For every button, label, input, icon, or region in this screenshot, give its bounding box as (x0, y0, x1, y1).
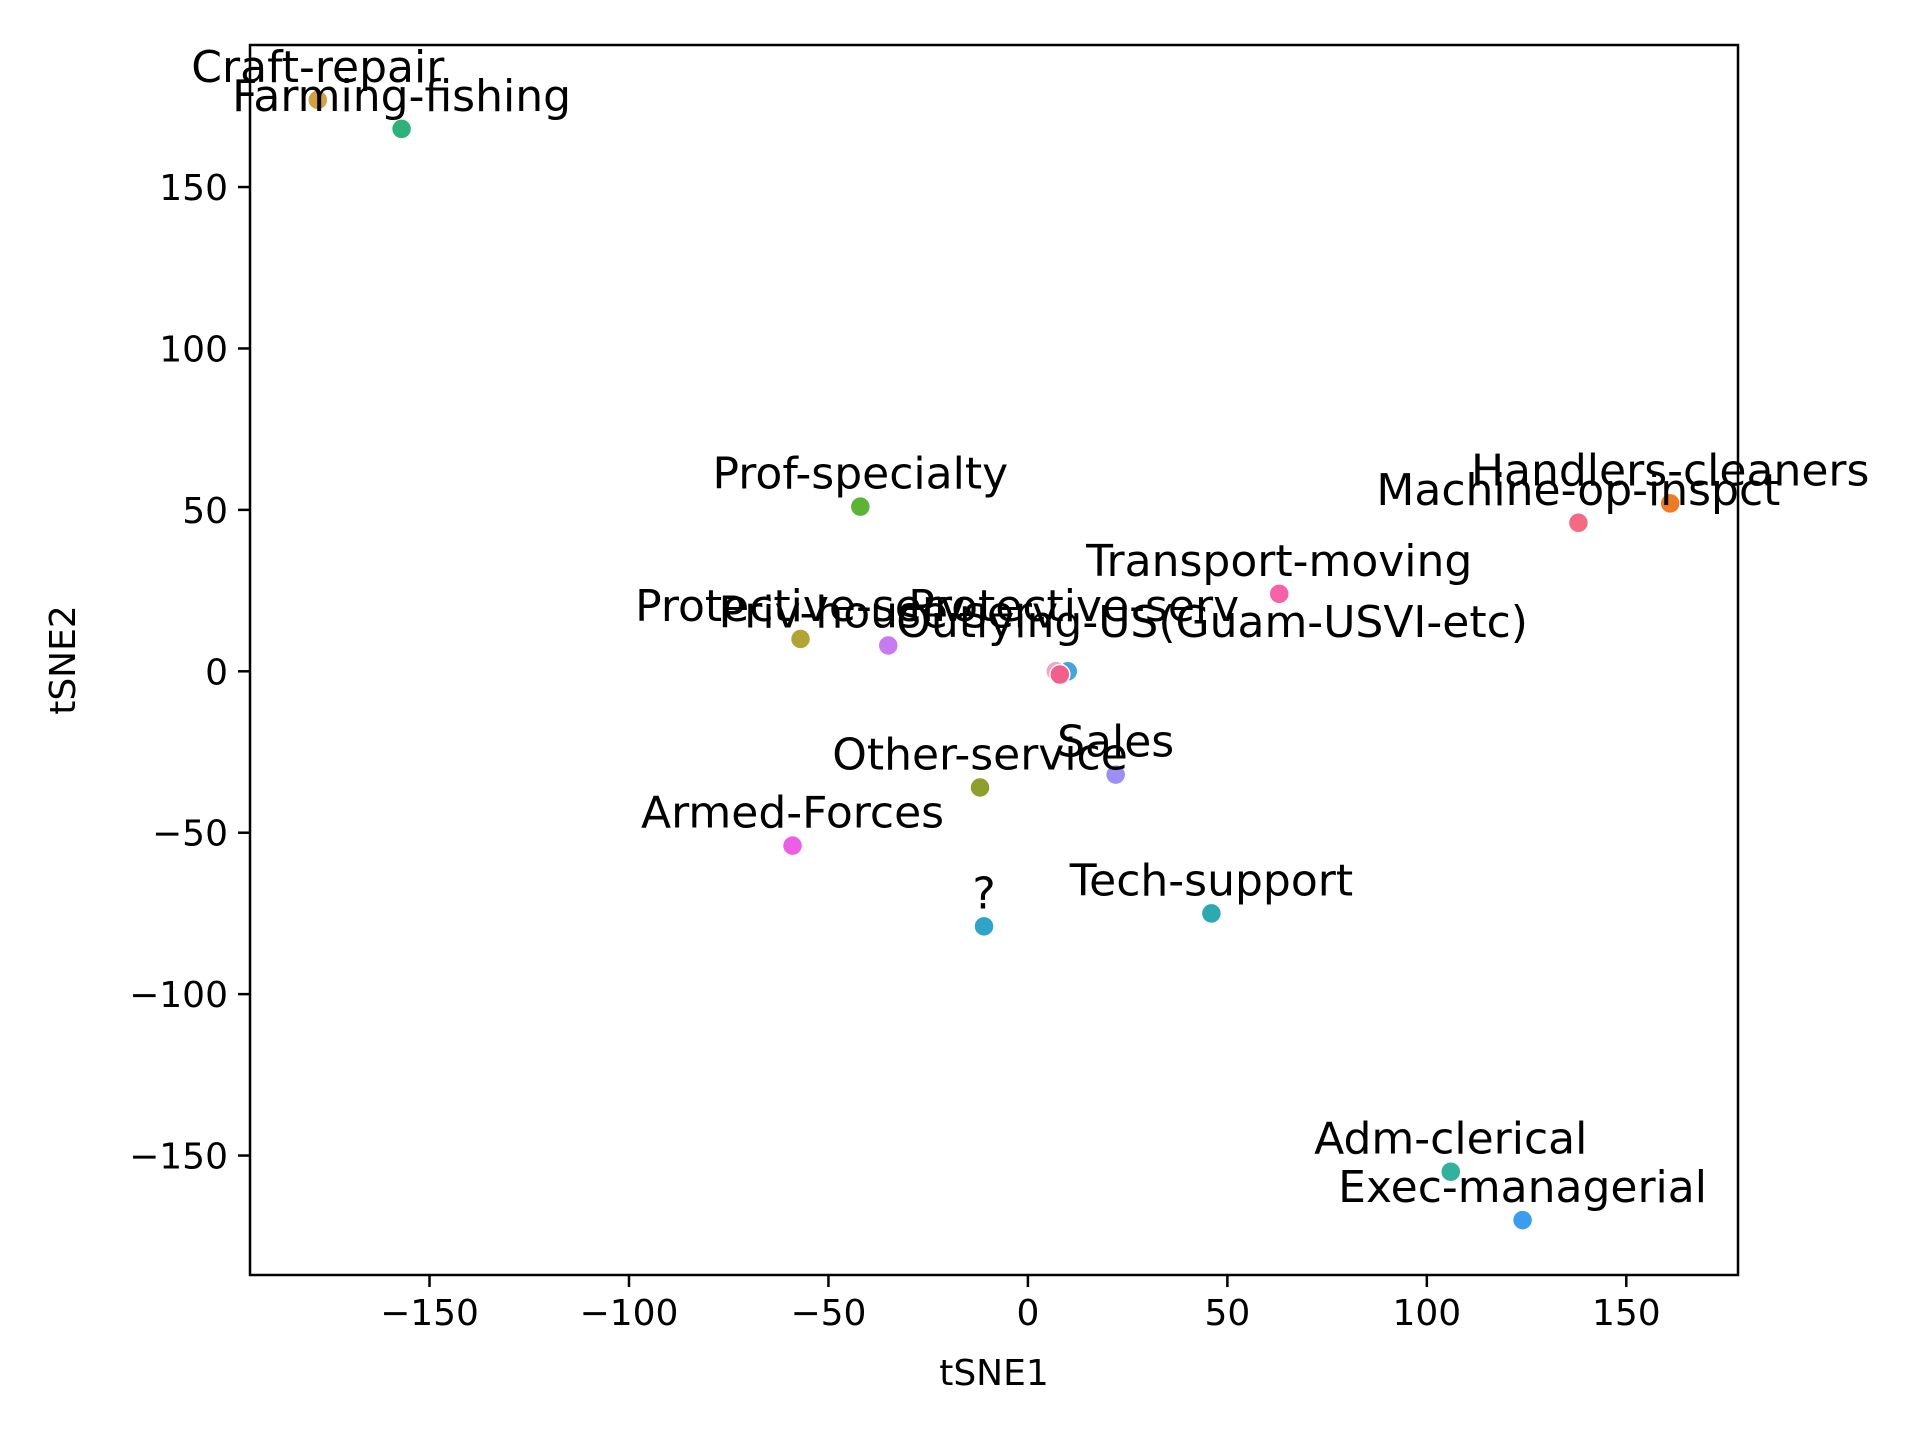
y-axis-ticks: −150 −100 −50 0 50 100 150 (129, 168, 250, 1178)
data-point (973, 915, 995, 938)
point-label: Farming-fishing (232, 71, 571, 122)
point-label: Handlers-cleaners (1471, 445, 1869, 496)
y-tick-label: −50 (152, 814, 228, 855)
data-point (969, 776, 991, 799)
plot-frame (248, 43, 1740, 1277)
point-label: Protective-serv (635, 581, 966, 632)
data-points (307, 89, 1681, 1231)
point-label: Machine-op-inspct (1376, 465, 1780, 516)
cluster-label: Protective-serv (908, 581, 1239, 632)
data-point (849, 495, 872, 518)
point-label: Prof-specialty (713, 449, 1009, 500)
cluster-point (1049, 663, 1071, 686)
point-label: Tech-support (1069, 855, 1353, 906)
data-point (390, 118, 413, 140)
x-tick-label: 100 (1392, 1293, 1461, 1334)
data-point (307, 89, 329, 111)
y-tick-label: 100 (159, 329, 228, 370)
y-axis-label: tSNE2 (43, 605, 84, 715)
x-tick-label: −100 (580, 1293, 679, 1334)
point-label: Exec-managerial (1338, 1162, 1707, 1213)
data-point (781, 834, 804, 857)
x-axis-ticks: −150 −100 −50 0 50 100 150 (380, 1275, 1661, 1334)
data-point (789, 628, 812, 650)
x-tick-label: 50 (1204, 1293, 1250, 1334)
point-label: Sales (1057, 717, 1174, 768)
point-label: Transport-moving (1085, 536, 1472, 587)
data-point (1440, 1160, 1462, 1183)
x-tick-label: 150 (1592, 1293, 1661, 1334)
data-point (1659, 492, 1681, 515)
point-label: Armed-Forces (641, 788, 944, 839)
data-point (1200, 902, 1223, 925)
x-tick-label: −50 (790, 1293, 866, 1334)
y-tick-label: 50 (182, 491, 228, 532)
point-label: ? (972, 868, 995, 919)
y-tick-label: −150 (129, 1137, 228, 1178)
data-point (1567, 512, 1590, 534)
cluster-label: Outlying-US(Guam-USVI-etc) (896, 597, 1528, 648)
x-tick-label: 0 (1016, 1293, 1039, 1334)
point-label: Other-service (832, 730, 1128, 781)
data-point (1268, 583, 1290, 605)
point-label: Adm-clerical (1314, 1114, 1587, 1165)
y-tick-label: 150 (159, 168, 228, 209)
y-tick-label: 0 (205, 652, 228, 693)
x-tick-label: −150 (380, 1293, 479, 1334)
data-point (877, 634, 900, 657)
data-point (1104, 763, 1127, 786)
point-label: Craft-repair (191, 42, 445, 93)
point-label: Priv-house-serv (719, 587, 1059, 638)
y-tick-label: −100 (129, 975, 228, 1016)
x-axis-label: tSNE1 (939, 1353, 1049, 1394)
data-point (1511, 1209, 1534, 1231)
